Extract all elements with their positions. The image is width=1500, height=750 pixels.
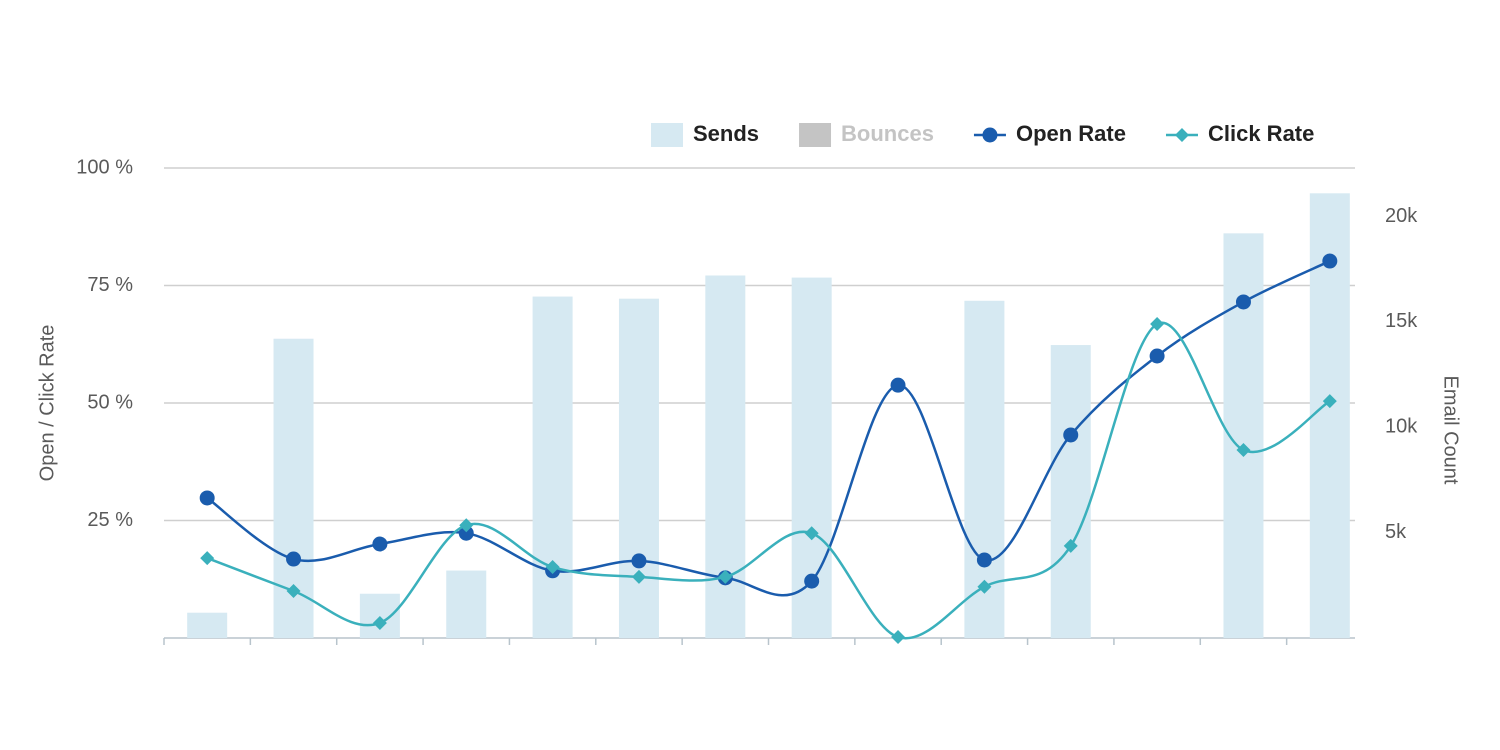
bar [532,296,573,638]
marker [977,579,992,594]
marker [1149,348,1165,364]
marker [458,525,474,541]
y-tick-label: 75 % [87,274,133,296]
y-tick-label: 25 % [87,509,133,531]
marker [459,518,474,533]
marker [1236,443,1251,457]
marker [1322,394,1337,409]
legend-marker [982,127,998,143]
marker [631,569,646,584]
y2-tick-label: 10k [1385,416,1418,438]
legend-swatch [651,123,683,147]
marker [891,630,906,645]
marker [1235,294,1251,310]
legend-label: Click Rate [1208,121,1314,146]
marker [1063,538,1078,553]
bar [359,593,400,638]
y-tick-label: 100 % [76,156,133,178]
y2-tick-label: 5k [1385,521,1407,543]
marker [372,536,388,552]
marker [718,569,733,584]
y-tick-label: 50 % [87,391,133,413]
marker [200,551,215,566]
marker [1063,427,1079,443]
bar [1050,345,1091,638]
marker [545,560,560,575]
marker [1150,317,1165,332]
marker [804,573,820,589]
y2-tick-label: 15k [1385,310,1418,332]
marker [631,553,647,569]
line [206,321,1331,640]
legend-swatch [799,123,832,147]
legend-label: Sends [693,121,759,146]
legend-marker [1174,128,1189,142]
marker [890,377,906,393]
marker [1322,253,1338,269]
legend-label: Open Rate [1016,121,1126,146]
y-axis-title: Open / Click Rate [36,325,58,482]
marker [199,490,215,506]
y2-tick-label: 20k [1385,205,1418,227]
legend: Sends Bounces Open Rate Click Rate [651,121,1314,147]
marker [976,552,992,568]
legend-label: Bounces [841,121,934,146]
bar [446,570,487,638]
grid [163,167,1355,645]
marker [286,551,302,567]
bar [187,612,228,638]
y2-axis-title: Email Count [1440,376,1462,485]
marker [286,584,301,598]
bar [618,298,659,638]
line [206,259,1331,597]
marker [804,526,819,541]
marker [372,615,387,630]
plot-area [187,193,1350,645]
